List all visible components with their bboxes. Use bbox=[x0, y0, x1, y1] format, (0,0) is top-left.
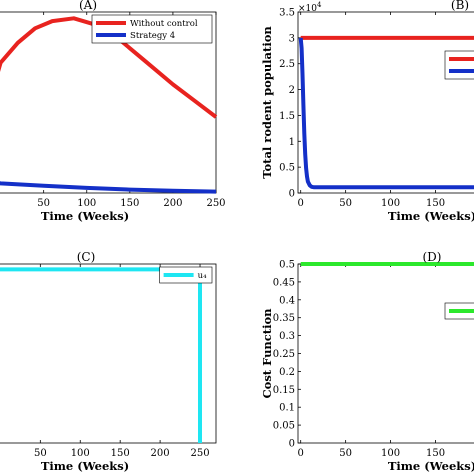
panel-b-axis-exponent: ×104 bbox=[298, 1, 322, 14]
panel-d-ytick-label: 0.35 bbox=[273, 313, 295, 324]
panel-d-xtick-label: 50 bbox=[339, 448, 352, 459]
panel-b-ytick-label: 3.5 bbox=[279, 8, 295, 19]
panel-d-ytick-label: 0.3 bbox=[279, 331, 295, 342]
panel-d-ytick-label: 0 bbox=[289, 439, 295, 450]
panel-d-xtick-label: 0 bbox=[298, 448, 304, 459]
panel-a-axes-frame bbox=[0, 11, 217, 194]
panel-b-xtick-label: 0 bbox=[298, 198, 304, 209]
panel-a-xtick-label: 100 bbox=[77, 198, 96, 209]
panel-c-legend-label: u₄ bbox=[198, 271, 207, 281]
panel-b-xtick-label: 100 bbox=[381, 198, 400, 209]
panel-a-series-line-1 bbox=[0, 181, 217, 194]
panel-b-axes-frame bbox=[297, 11, 474, 194]
panel-d-x-axis-label: Time (Weeks) bbox=[388, 459, 474, 473]
panel-a-legend-label: Without control bbox=[130, 19, 198, 29]
panel-b-series-line-1 bbox=[298, 37, 474, 190]
panel-c-title: (C) bbox=[77, 250, 96, 264]
panel-b-x-axis-label: Time (Weeks) bbox=[388, 209, 474, 223]
panel-b-ytick-label: 1.5 bbox=[279, 111, 295, 122]
panel-d-ytick-label: 0.25 bbox=[273, 349, 295, 360]
panel-d-ytick-label: 0.4 bbox=[279, 295, 295, 306]
panel-c-xtick-label: 250 bbox=[190, 448, 209, 459]
axes-frames bbox=[0, 11, 474, 444]
panel-b-y-axis-label: Total rodent population bbox=[260, 26, 274, 179]
panel-d-title: (D) bbox=[423, 250, 442, 264]
panel-b-ytick-label: 1 bbox=[289, 137, 295, 148]
panel-a-title: (A) bbox=[79, 0, 97, 12]
panel-b-ytick-label: 2.5 bbox=[279, 59, 295, 70]
panel-b-ytick-label: 3 bbox=[289, 33, 295, 44]
panel-b-title: (B) bbox=[451, 0, 469, 12]
panel-c-xtick-label: 50 bbox=[34, 448, 47, 459]
panel-c-xtick-label: 150 bbox=[111, 448, 130, 459]
panel-a-xtick-label: 150 bbox=[120, 198, 139, 209]
panel-b-ytick-label: 0 bbox=[289, 189, 295, 200]
panel-d-ytick-label: 0.1 bbox=[279, 403, 295, 414]
panel-c-xtick-label: 100 bbox=[71, 448, 90, 459]
panel-b-xtick-label: 50 bbox=[339, 198, 352, 209]
panel-c-axes-frame bbox=[0, 263, 217, 444]
panel-d-ytick-label: 0.5 bbox=[279, 260, 295, 271]
panel-a-xtick-label: 200 bbox=[163, 198, 182, 209]
panel-a-legend-label: Strategy 4 bbox=[130, 31, 175, 41]
panel-b-ytick-label: 0.5 bbox=[279, 163, 295, 174]
panel-d-ytick-label: 0.15 bbox=[273, 385, 295, 396]
panel-d-ytick-label: 0.45 bbox=[273, 277, 295, 288]
panel-a-legend-box bbox=[91, 14, 213, 44]
panel-c-series-line-0 bbox=[0, 267, 202, 443]
panel-d-ytick-label: 0.05 bbox=[273, 421, 295, 432]
panel-d-y-axis-label: Cost Function bbox=[260, 308, 274, 399]
panel-d-axes-frame bbox=[297, 263, 474, 444]
panel-b-legend-box bbox=[444, 50, 474, 80]
panel-d-ytick-label: 0.2 bbox=[279, 367, 295, 378]
panel-c-x-axis-label: Time (Weeks) bbox=[41, 459, 129, 473]
panel-b-xtick-label: 150 bbox=[426, 198, 445, 209]
panel-a-xtick-label: 250 bbox=[206, 198, 225, 209]
panel-b-ytick-label: 2 bbox=[289, 85, 295, 96]
legend-layer: Without control Strategy 4 u₄ bbox=[91, 14, 474, 320]
panel-a-series-line-0 bbox=[0, 16, 218, 119]
panel-d-xtick-label: 150 bbox=[426, 448, 445, 459]
panel-d-xtick-label: 100 bbox=[381, 448, 400, 459]
panel-c-xtick-label: 200 bbox=[151, 448, 170, 459]
panel-a-xtick-label: 50 bbox=[37, 198, 50, 209]
panel-a-x-axis-label: Time (Weeks) bbox=[41, 209, 129, 223]
data-series-layer bbox=[0, 16, 474, 443]
